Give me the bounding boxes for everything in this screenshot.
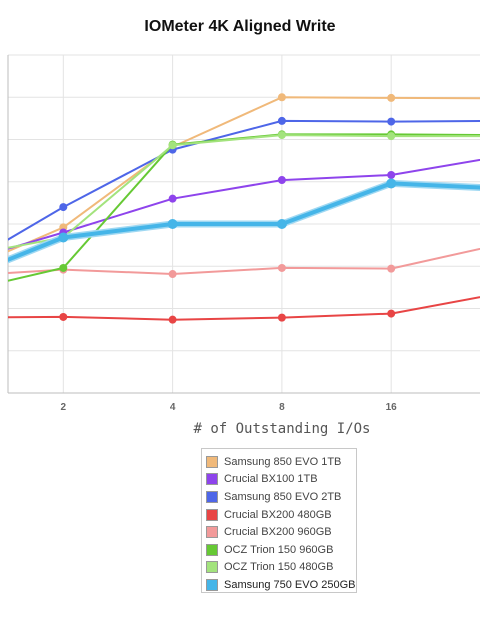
legend-item[interactable]: Crucial BX100 1TB xyxy=(206,471,356,489)
series-3 xyxy=(8,296,480,324)
legend-swatch xyxy=(206,578,218,591)
data-point xyxy=(387,132,396,141)
data-point xyxy=(167,219,178,229)
legend: Samsung 850 EVO 1TB Crucial BX100 1TB Sams… xyxy=(201,448,357,593)
legend-item[interactable]: Samsung 750 EVO 250GB xyxy=(206,576,356,594)
data-point xyxy=(168,270,177,279)
data-point xyxy=(387,264,396,273)
series-7 xyxy=(8,178,480,264)
legend-swatch xyxy=(206,543,218,556)
data-point xyxy=(277,93,286,102)
legend-swatch xyxy=(206,455,218,468)
series-2 xyxy=(8,116,480,241)
legend-label: OCZ Trion 150 960GB xyxy=(224,543,334,556)
x-tick-label: 4 xyxy=(170,402,176,413)
series-line xyxy=(8,296,480,321)
legend-item[interactable]: Crucial BX200 480GB xyxy=(206,506,356,524)
series-5 xyxy=(8,130,480,282)
legend-swatch xyxy=(206,473,218,486)
series-line xyxy=(8,134,480,249)
x-tick-labels: 2 4 8 16 xyxy=(61,402,398,413)
data-point xyxy=(386,178,397,189)
series-line-shadow xyxy=(8,179,480,264)
data-point xyxy=(387,117,396,126)
legend-label: Samsung 750 EVO 250GB xyxy=(224,578,356,591)
x-tick-label: 16 xyxy=(386,402,398,413)
series-layer xyxy=(8,93,480,324)
legend-label: Samsung 850 EVO 1TB xyxy=(224,455,342,468)
x-tick-label: 2 xyxy=(61,402,67,413)
legend-item[interactable]: OCZ Trion 150 960GB xyxy=(206,541,356,559)
data-point xyxy=(277,176,286,185)
data-point xyxy=(387,309,396,318)
data-point xyxy=(387,93,396,102)
data-point xyxy=(277,263,286,272)
data-point xyxy=(59,263,68,272)
chart-title: IOMeter 4K Aligned Write xyxy=(144,18,336,35)
legend-item[interactable]: OCZ Trion 150 480GB xyxy=(206,559,356,577)
legend-swatch xyxy=(206,526,218,539)
legend-item[interactable]: Samsung 850 EVO 2TB xyxy=(206,488,356,506)
data-point xyxy=(277,131,286,140)
legend-label: Crucial BX200 480GB xyxy=(224,508,332,521)
x-axis-label: # of Outstanding I/Os xyxy=(193,421,370,437)
x-tick-label: 8 xyxy=(279,402,285,413)
series-1 xyxy=(8,158,480,250)
data-point xyxy=(387,170,396,179)
legend-swatch xyxy=(206,490,218,503)
series-line xyxy=(8,181,480,262)
legend-label: OCZ Trion 150 480GB xyxy=(224,561,334,574)
legend-item[interactable]: Samsung 850 EVO 1TB xyxy=(206,453,356,471)
data-point xyxy=(168,194,177,203)
legend-label: Crucial BX100 1TB xyxy=(224,473,318,486)
legend-swatch xyxy=(206,561,218,574)
data-point xyxy=(168,315,177,324)
series-line xyxy=(8,158,480,250)
data-point xyxy=(59,312,68,321)
data-point xyxy=(168,141,177,150)
data-point xyxy=(277,116,286,125)
series-6 xyxy=(8,131,480,249)
series-line xyxy=(8,119,480,241)
legend-item[interactable]: Crucial BX200 960GB xyxy=(206,523,356,541)
data-point xyxy=(277,313,286,322)
series-4 xyxy=(8,247,480,279)
series-line xyxy=(8,247,480,275)
data-point xyxy=(58,232,69,243)
axes xyxy=(7,55,480,394)
legend-label: Samsung 850 EVO 2TB xyxy=(224,490,342,503)
data-point xyxy=(59,203,68,212)
data-point xyxy=(276,219,287,229)
legend-swatch xyxy=(206,508,218,521)
series-line xyxy=(8,96,480,253)
legend-label: Crucial BX200 960GB xyxy=(224,526,332,539)
